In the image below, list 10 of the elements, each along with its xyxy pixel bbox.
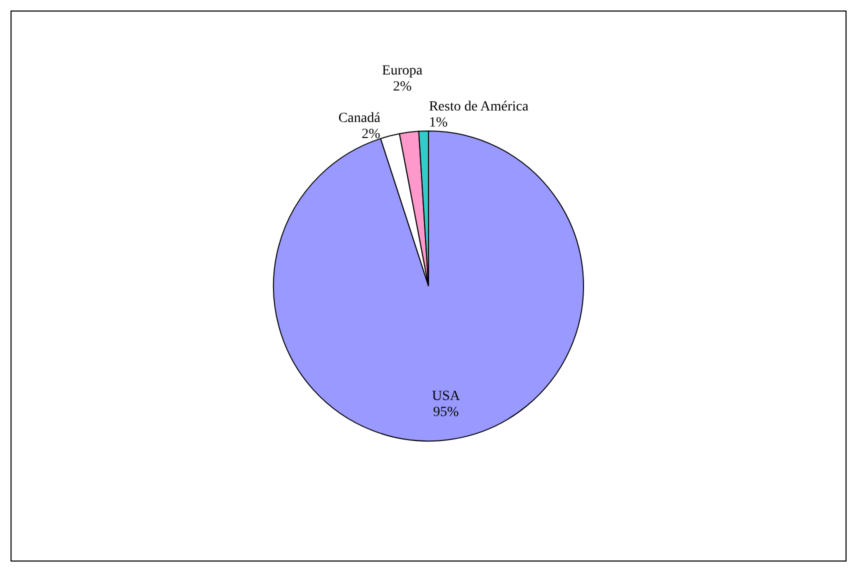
slice-label: USA <box>432 389 461 404</box>
data-label: 2% <box>362 126 381 142</box>
data-label: 2% <box>392 79 412 94</box>
pie-slice <box>380 133 429 286</box>
data-label: 1% <box>428 115 448 130</box>
slice-label: Europa <box>382 63 424 78</box>
slice-label: Resto de América <box>428 99 530 114</box>
slice-label: Canadá <box>338 110 382 126</box>
pie-slice <box>273 130 584 442</box>
data-label: 95% <box>433 405 460 420</box>
